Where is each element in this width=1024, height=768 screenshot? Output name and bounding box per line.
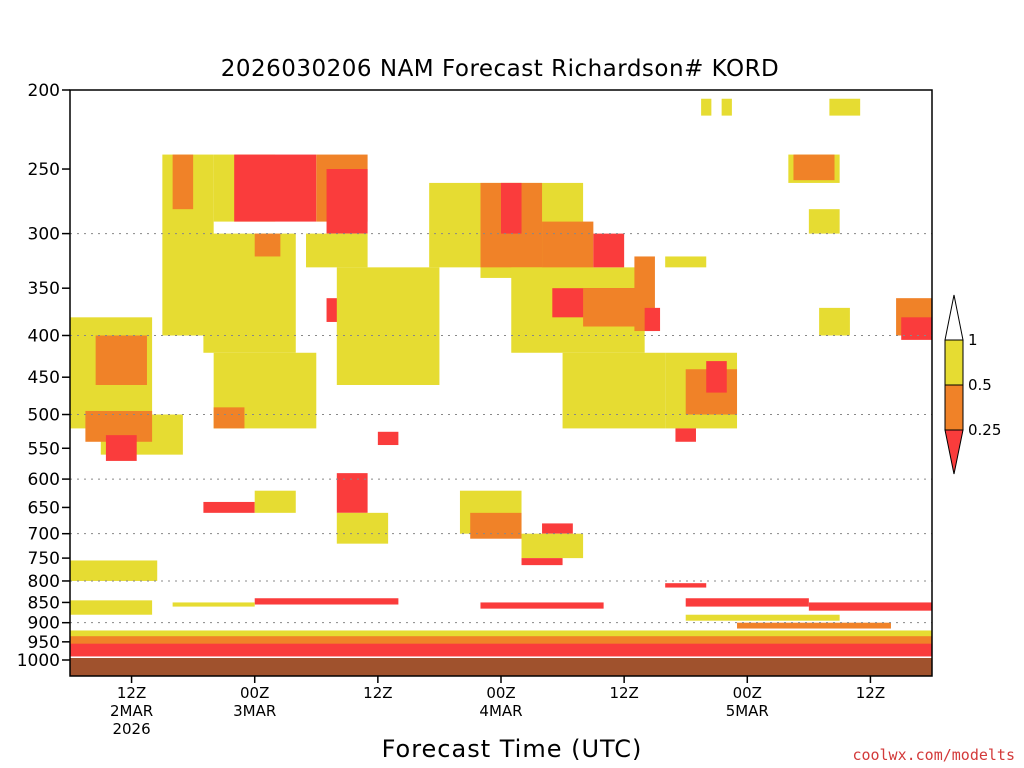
y-tick-label: 800 [28,572,60,592]
heatmap-cell-66 [70,600,153,615]
heatmap-cell-41 [542,523,573,534]
legend-label: 0.5 [968,376,992,394]
heatmap-cell-47 [675,428,696,442]
heatmap-cell-60 [808,602,932,611]
x-tick-label: 00Z [240,684,269,702]
heatmap-cell-51 [808,209,840,234]
x-tick-label: 12Z [117,684,146,702]
legend-bin-orange [944,384,964,431]
y-tick-label: 300 [28,225,60,245]
heatmap-cell-57 [819,307,850,336]
y-tick-label: 750 [28,549,60,569]
y-tick-label: 250 [28,160,60,180]
heatmap-cell-24 [336,512,389,544]
y-tick-label: 1000 [17,651,60,671]
heatmap-cell-29 [501,182,522,234]
heatmap-cell-25 [377,431,399,446]
heatmap-cell-14 [326,169,368,234]
x-tick-label: 2MAR [110,702,153,720]
legend-bin-red [944,429,964,475]
heatmap-cell-38 [665,256,707,268]
heatmap-cell-1 [95,335,147,385]
heatmap-cell-5 [70,560,158,581]
y-tick-label: 850 [28,593,60,613]
heatmap-cell-20 [213,407,245,429]
y-tick-label: 700 [28,525,60,545]
y-tick-label: 900 [28,614,60,634]
x-tick-label: 12Z [856,684,885,702]
heatmap-cell-61 [480,602,604,609]
y-axis: 200 250 300 350 400 450 500 550 600 650 700 750 8008… [17,81,70,671]
colorbar-legend: 1 0.5 0.25 [944,294,1001,475]
heatmap-cell-22 [254,490,296,513]
heatmap-cell-43 [521,558,563,566]
legend-bin-yellow [944,339,964,386]
x-tick-label: 2026 [112,720,150,738]
y-tick-label: 500 [28,406,60,426]
heatmap-cell-37 [644,307,661,332]
x-tick-label: 4MAR [479,702,522,720]
y-tick-label: 550 [28,439,60,459]
heatmap-cell-34 [593,233,625,268]
heatmap-cell-23 [336,473,368,513]
heatmap-cell-59 [685,598,809,607]
heatmap-cell-58 [665,583,707,588]
y-tick-label: 350 [28,279,60,299]
heatmap-cell-15 [306,233,368,268]
heatmap-cell-56 [901,317,932,340]
y-tick-label: 650 [28,498,60,518]
heatmap-cell-52 [829,98,861,116]
heatmap-cell-11 [203,233,296,353]
y-tick-label: 200 [28,81,60,101]
heatmap-cell-21 [203,501,255,513]
ground-band [70,658,932,676]
x-tick-label: 12Z [609,684,638,702]
x-axis-label: Forecast Time (UTC) [382,735,643,763]
x-tick-label: 00Z [733,684,762,702]
y-tick-label: 950 [28,633,60,653]
y-tick-label: 400 [28,326,60,346]
heatmap-cell-35 [562,352,666,429]
heatmap-cell-42 [521,533,584,559]
heatmap-cell-26 [429,182,481,268]
heatmap-cell-7 [172,154,194,210]
heatmap-cell-62 [254,598,399,605]
legend-label: 0.25 [968,421,1001,439]
heatmap-cell-67 [172,602,255,607]
heatmap-cell-69 [737,622,891,629]
heatmap-cell-54 [721,98,732,116]
y-tick-label: 600 [28,470,60,490]
legend-label: 1 [968,331,978,349]
ground-fill [70,658,932,676]
heatmap-cell-18 [336,267,440,385]
heatmap-cell-4 [105,435,137,461]
plot-area [70,98,932,657]
heatmap-cell-68 [685,614,840,621]
x-tick-label: 00Z [486,684,515,702]
heatmap-cell-40 [470,512,522,539]
heatmap-cell-65 [70,630,932,637]
heatmap-cell-9 [234,154,317,222]
legend-bin-white [944,294,964,341]
heatmap-cell-46 [706,361,727,393]
chart-title: 2026030206 NAM Forecast Richardson# KORD [221,56,780,82]
source-credit: coolwx.com/modelts [852,746,1015,764]
heatmap-cell-63 [70,641,932,657]
y-tick-label: 450 [28,368,60,388]
heatmap-cell-53 [701,98,712,116]
heatmap-cell-33 [583,288,645,327]
heatmap-cell-64 [70,634,932,644]
x-tick-label: 5MAR [726,702,769,720]
heatmap-cell-50 [793,154,835,181]
x-tick-label: 12Z [363,684,392,702]
x-tick-label: 3MAR [233,702,276,720]
heatmap-cell-12 [254,233,281,257]
